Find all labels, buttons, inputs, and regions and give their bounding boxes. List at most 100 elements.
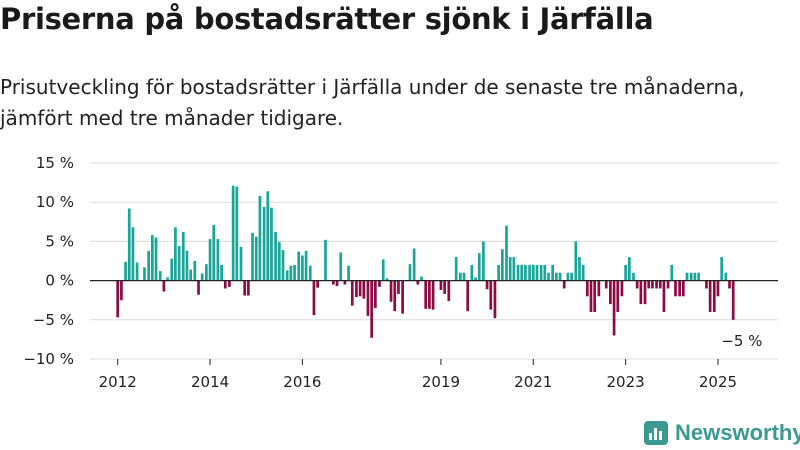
bar-negative [416,280,420,285]
x-tick-label: 2023 [607,373,645,391]
bar-positive [543,264,547,281]
bar-positive [535,264,539,281]
latest-value-annotation: −5 % [721,332,762,350]
bar-positive [685,272,689,281]
bar-negative [312,280,316,316]
bar-positive [454,257,458,281]
bar-negative [593,280,597,312]
bar-positive [281,250,285,281]
bar-negative [228,280,231,287]
page-subtitle: Prisutveckling för bostadsrätter i Järfä… [0,75,745,130]
y-tick-label: −5 % [33,311,74,329]
bar-negative [355,280,358,298]
bar-negative [612,280,616,336]
x-tick-label: 2019 [422,373,460,391]
bar-positive [720,257,724,281]
bar-positive [624,264,627,281]
bar-positive [574,241,578,281]
bar-positive [570,272,573,281]
bar-positive [697,272,700,281]
bar-positive [189,269,193,281]
bar-positive [143,267,146,281]
bar-negative [374,280,377,309]
bar-positive [174,227,177,281]
bar-positive [208,239,212,281]
bar-positive [408,264,412,281]
bar-positive [551,264,555,281]
bar-positive [500,249,504,281]
bar-positive [251,232,254,281]
bar-negative [428,280,431,309]
bar-negative [616,280,620,312]
bar-positive [512,257,516,281]
bar-negative [708,280,712,312]
bar-positive [235,186,239,281]
bar-positive [462,272,466,281]
newsworthy-brand[interactable]: Newsworthy [644,420,800,446]
bar-positive [285,270,289,281]
bar-negative [716,280,720,297]
bar-negative [120,280,123,301]
bar-positive [205,264,208,281]
bar-negative [343,280,347,285]
chart-bars [116,185,735,338]
bar-positive [262,206,266,281]
bar-positive [212,224,216,281]
chart-grid [90,162,778,360]
bar-positive [627,257,631,281]
bar-positive [266,191,270,281]
bar-negative [378,280,381,287]
bar-positive [524,264,527,281]
bar-positive [420,276,423,281]
bar-positive [297,251,301,281]
bar-positive [474,277,477,281]
bar-negative [389,280,393,302]
bar-positive [477,253,481,281]
bar-positive [308,265,312,281]
bar-positive [385,278,389,281]
bar-negative [562,280,566,289]
bar-negative [655,280,658,289]
bar-positive [693,272,697,281]
bar-negative [585,280,589,297]
bar-negative [643,280,647,305]
bar-positive [220,264,223,281]
bar-positive [497,264,500,281]
bar-positive [458,272,462,281]
bar-negative [162,280,166,292]
bar-positive [231,185,235,281]
bar-positive [516,264,520,281]
bar-positive [347,265,350,281]
y-tick-label: 0 % [45,272,74,290]
bar-positive [166,277,169,281]
bar-negative [681,280,685,297]
page-title: Priserna på bostadsrätter sjönk i Järfäl… [0,2,654,36]
bar-negative [393,280,397,312]
bar-negative [401,280,404,314]
bar-negative [223,280,227,289]
bar-positive [274,231,277,281]
bar-positive [185,250,189,281]
bar-positive [547,272,550,281]
bar-positive [135,262,139,281]
bar-positive [520,264,524,281]
bar-negative [674,280,677,297]
brand-name: Newsworthy [675,420,800,445]
bar-positive [258,195,262,281]
y-axis-labels: 15 % 10 % 5 % 0 % −5 % −10 % [23,154,74,368]
bar-negative [493,280,497,319]
bar-negative [366,280,370,316]
y-tick-label: 15 % [36,154,74,172]
bar-negative [609,280,612,305]
x-tick-label: 2012 [99,373,137,391]
bar-positive [581,264,585,281]
bar-positive [150,235,154,281]
bar-negative [350,280,354,306]
bar-negative [443,280,446,294]
x-axis: 2012 2014 2016 2019 2021 2023 2025 [99,359,737,391]
bar-negative [662,280,666,312]
bar-negative [439,280,443,291]
bar-negative [705,280,708,289]
bar-positive [566,272,570,281]
bar-negative [431,280,435,310]
